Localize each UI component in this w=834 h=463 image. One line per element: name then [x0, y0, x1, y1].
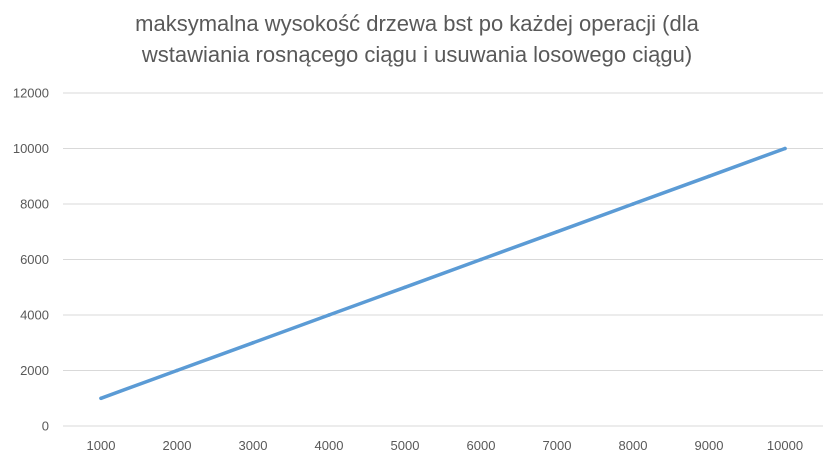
data-point-9000: [707, 174, 711, 179]
y-tick-label-4000: 4000: [20, 308, 49, 323]
x-tick-label-4000: 4000: [315, 438, 344, 453]
y-tick-label-6000: 6000: [20, 252, 49, 267]
x-tick-label-6000: 6000: [467, 438, 496, 453]
x-tick-label-5000: 5000: [391, 438, 420, 453]
x-tick-label-9000: 9000: [695, 438, 724, 453]
series-layer: [99, 146, 787, 401]
y-tick-label-2000: 2000: [20, 363, 49, 378]
x-tick-label-3000: 3000: [239, 438, 268, 453]
y-axis-ticks: 0 2000 4000 6000 8000 10000 12000: [13, 86, 49, 434]
x-tick-label-10000: 10000: [767, 438, 803, 453]
x-tick-label-8000: 8000: [619, 438, 648, 453]
data-point-8000: [631, 202, 635, 206]
y-tick-label-0: 0: [42, 419, 49, 434]
data-point-3000: [251, 341, 255, 345]
x-tick-label-7000: 7000: [543, 438, 572, 453]
data-point-5000: [403, 285, 407, 290]
x-axis-ticks: 1000 2000 3000 4000 5000 6000 7000 8000 9000 1000…: [87, 438, 804, 453]
chart-title-line-1: maksymalna wysokość drzewa bst po każdej…: [135, 11, 699, 36]
data-point-7000: [555, 230, 559, 234]
series-line-0: [99, 146, 787, 401]
chart-title: maksymalna wysokość drzewa bst po każdej…: [0, 8, 834, 70]
x-tick-label-1000: 1000: [87, 438, 116, 453]
data-point-4000: [327, 313, 331, 317]
data-point-10000: [783, 146, 787, 151]
y-tick-label-8000: 8000: [20, 197, 49, 212]
data-point-1000: [99, 396, 103, 401]
gridlines: [63, 92, 823, 427]
data-point-6000: [479, 257, 483, 262]
chart-title-line-2: wstawiania rosnącego ciągu i usuwania lo…: [141, 42, 693, 67]
x-tick-label-2000: 2000: [163, 438, 192, 453]
y-tick-label-12000: 12000: [13, 86, 49, 101]
data-point-2000: [175, 368, 179, 373]
points-layer: [99, 146, 787, 401]
y-tick-label-10000: 10000: [13, 141, 49, 156]
